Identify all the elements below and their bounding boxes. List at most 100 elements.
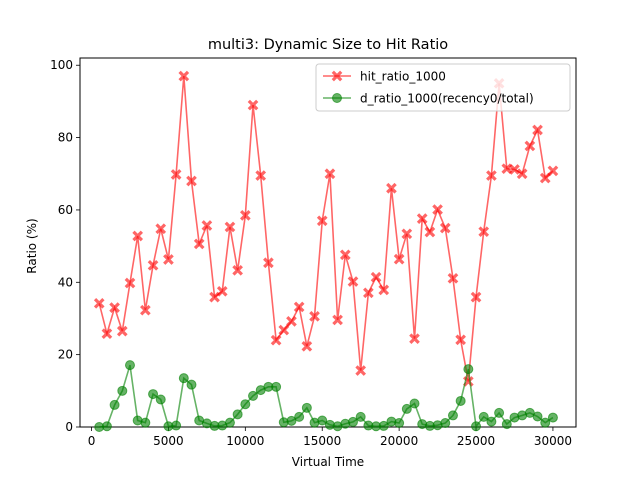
data-point — [394, 418, 405, 429]
series-d-ratio — [94, 360, 558, 432]
series-line — [98, 76, 554, 382]
data-point — [224, 221, 236, 233]
data-point — [140, 304, 151, 316]
data-point — [439, 222, 451, 234]
y-tick-label: 20 — [58, 348, 73, 362]
x-tick-label: 20000 — [380, 434, 418, 448]
data-point — [93, 297, 105, 309]
data-point — [140, 417, 151, 428]
data-point — [124, 277, 136, 289]
data-point — [294, 411, 305, 422]
data-point — [409, 398, 420, 409]
data-point — [447, 410, 458, 421]
data-point — [278, 324, 290, 336]
data-point — [116, 325, 128, 337]
data-point — [293, 301, 305, 313]
data-point — [316, 215, 328, 227]
y-axis-label: Ratio (%) — [25, 218, 39, 273]
data-point — [524, 140, 536, 152]
y-tick-label: 100 — [50, 58, 73, 72]
data-point — [378, 284, 390, 296]
y-tick-label: 0 — [65, 420, 73, 434]
data-point — [117, 385, 128, 396]
data-point — [186, 175, 197, 187]
data-point — [232, 409, 243, 420]
x-tick-label: 0 — [88, 434, 96, 448]
x-tick-label: 25000 — [457, 434, 495, 448]
x-tick-label: 10000 — [226, 434, 264, 448]
y-tick-label: 40 — [58, 275, 73, 289]
data-point — [324, 168, 336, 180]
data-point — [424, 226, 436, 238]
data-point — [470, 291, 482, 303]
data-point — [409, 333, 420, 345]
data-point — [532, 411, 543, 422]
data-point — [193, 238, 205, 250]
data-point — [478, 226, 490, 237]
data-point — [224, 417, 235, 428]
data-point — [501, 163, 513, 175]
x-tick-label: 5000 — [153, 434, 184, 448]
data-point — [401, 228, 413, 240]
data-point — [347, 276, 359, 287]
plot-area: 0 5000 10000 15000 20000 25000 30000 0 20 40 60 80 1… — [50, 57, 577, 448]
data-point — [109, 399, 120, 410]
data-point — [509, 164, 520, 175]
data-point — [232, 265, 243, 276]
data-point — [155, 223, 167, 235]
data-point — [363, 287, 374, 299]
data-point — [486, 416, 497, 427]
x-axis-label: Virtual Time — [292, 455, 364, 469]
data-point — [286, 415, 297, 426]
data-point — [109, 302, 120, 313]
data-point — [378, 420, 389, 431]
data-point — [455, 334, 466, 346]
legend-marker — [332, 93, 342, 103]
data-point — [401, 403, 412, 414]
data-point — [178, 373, 189, 384]
x-tick-label: 30000 — [534, 434, 572, 448]
data-point — [416, 213, 428, 224]
data-point — [532, 124, 543, 136]
data-point — [101, 328, 113, 339]
y-tick-label: 60 — [58, 203, 73, 217]
legend-item: hit_ratio_1000 — [323, 70, 446, 84]
data-point — [286, 316, 297, 327]
data-point — [455, 395, 466, 406]
data-point — [501, 419, 512, 430]
data-point — [355, 365, 367, 376]
series-hit-ratio — [93, 70, 559, 387]
data-point — [301, 402, 312, 413]
data-point — [370, 271, 382, 283]
data-point — [432, 204, 443, 215]
data-point — [247, 99, 259, 111]
data-point — [447, 272, 459, 284]
legend-marker — [331, 70, 343, 82]
data-point — [101, 421, 112, 432]
data-point — [124, 360, 135, 371]
data-point — [386, 182, 397, 194]
data-point — [263, 257, 274, 269]
legend-item: d_ratio_1000(recency0/total) — [323, 92, 534, 106]
data-point — [486, 170, 497, 181]
chart-title: multi3: Dynamic Size to Hit Ratio — [208, 37, 448, 53]
data-point — [463, 364, 474, 375]
data-point — [148, 389, 159, 400]
data-point — [471, 421, 482, 432]
data-point — [309, 310, 320, 322]
legend-label: d_ratio_1000(recency0/total) — [360, 92, 534, 106]
data-point — [147, 259, 159, 271]
data-point — [317, 415, 328, 426]
data-point — [539, 172, 551, 184]
data-point — [240, 210, 251, 221]
data-point — [186, 379, 197, 390]
data-point — [201, 220, 213, 231]
legend-box — [315, 63, 571, 112]
data-point — [163, 254, 174, 265]
data-point — [155, 394, 166, 405]
data-point — [540, 417, 551, 428]
x-tick-label: 15000 — [303, 434, 341, 448]
data-point — [271, 381, 282, 392]
legend-label: hit_ratio_1000 — [360, 70, 446, 84]
